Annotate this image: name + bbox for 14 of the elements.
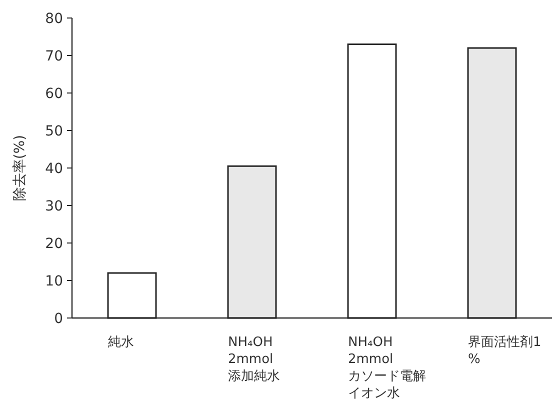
y-tick-label: 50: [45, 124, 63, 140]
y-tick-label: 80: [45, 11, 63, 27]
y-tick-label: 10: [45, 274, 63, 290]
x-tick-label: NH₄OH 2mmol カソード電解イオン水: [348, 335, 426, 401]
x-tick-label: NH₄OH 2mmol 添加純水: [228, 335, 280, 384]
y-tick-label: 0: [54, 311, 63, 327]
x-tick-label: 純水: [108, 335, 134, 350]
y-tick-label: 60: [45, 86, 63, 102]
y-tick-label: 70: [45, 48, 63, 64]
y-tick-label: 40: [45, 161, 63, 177]
y-tick-label: 20: [45, 236, 63, 252]
y-axis-title: 除去率(%): [12, 134, 28, 202]
y-tick-label: 30: [45, 198, 63, 214]
x-tick-label: 界面活性剤1%: [468, 335, 542, 367]
